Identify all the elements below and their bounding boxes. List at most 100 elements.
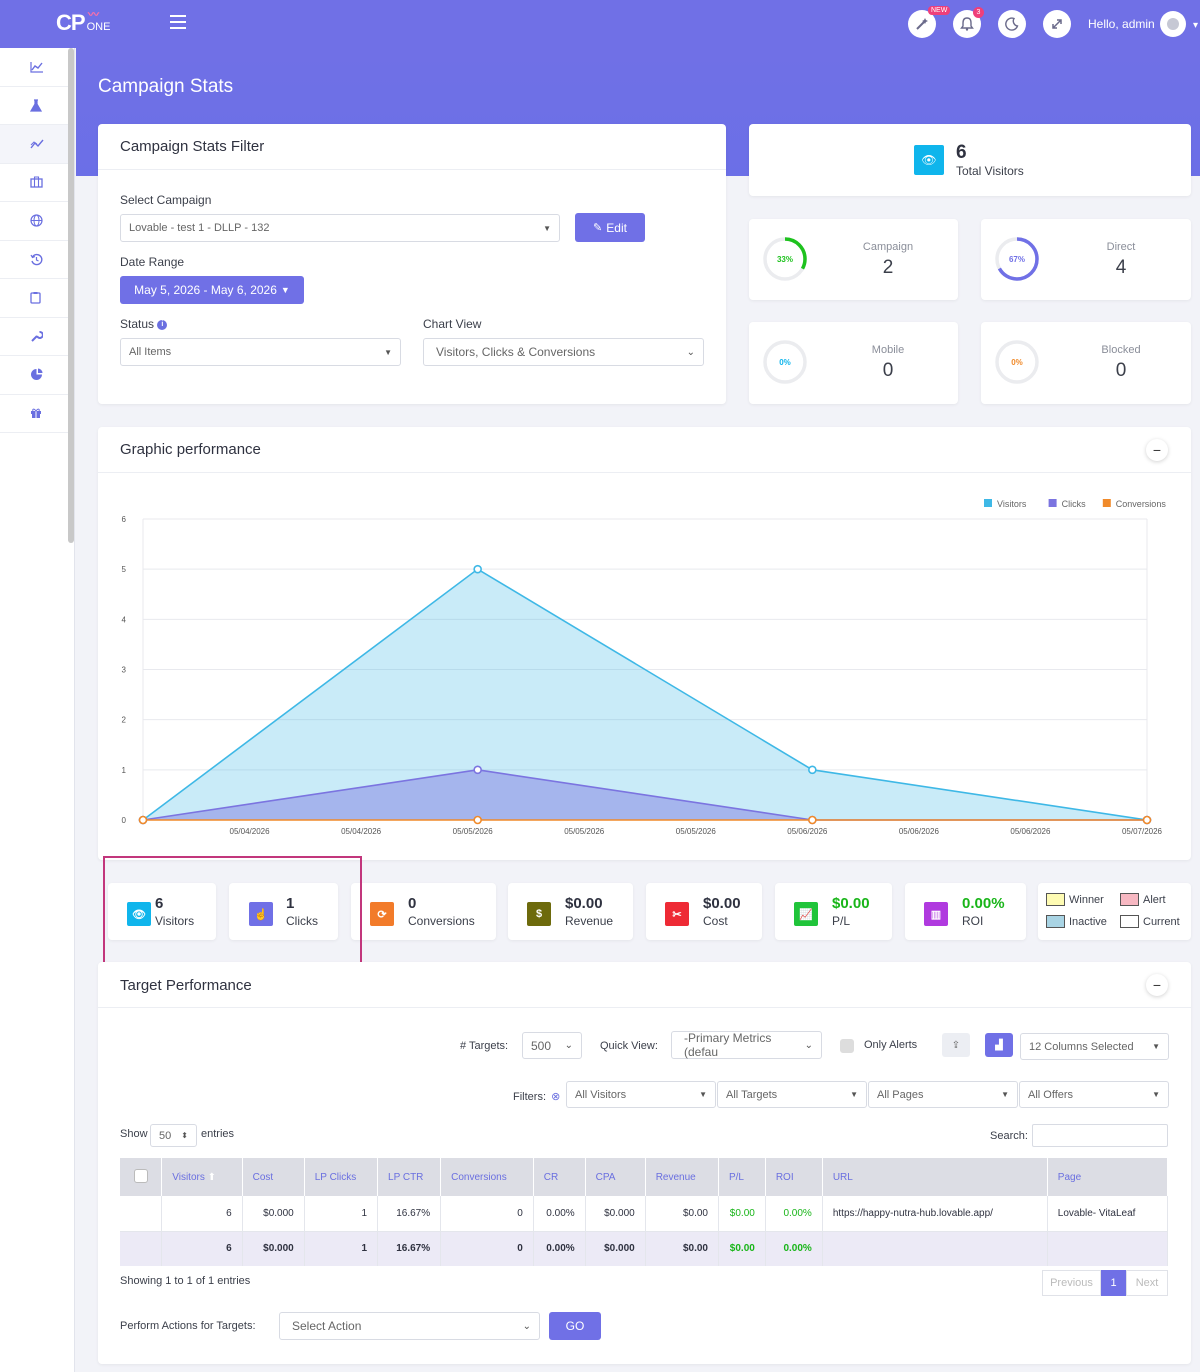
blocked-value: 0 — [1115, 360, 1127, 381]
sidebar-item-domains[interactable] — [0, 202, 74, 241]
user-greeting[interactable]: Hello, admin — [1088, 17, 1155, 31]
column-header-roi[interactable]: ROI — [765, 1158, 823, 1196]
line-chart-icon — [30, 61, 43, 73]
columns-select[interactable]: 12 Columns Selected ▼ — [1020, 1033, 1169, 1060]
select-campaign-label: Select Campaign — [120, 193, 212, 207]
conversions-tile-label: Conversions — [408, 914, 475, 928]
data-point-visitors — [808, 765, 817, 775]
ring-track — [995, 340, 1039, 384]
y-tick-label: 6 — [122, 515, 127, 524]
bell-icon[interactable]: 3 — [953, 7, 984, 38]
info-icon: i — [157, 319, 168, 330]
sidebar-scrollbar[interactable] — [68, 48, 74, 543]
sidebar — [0, 48, 75, 1372]
column-header-lp-clicks[interactable]: LP Clicks — [304, 1158, 379, 1196]
magic-wand-icon[interactable]: NEW — [908, 6, 951, 38]
column-header-cr[interactable]: CR — [533, 1158, 586, 1196]
sidebar-item-offers[interactable] — [0, 164, 74, 202]
edit-campaign-button[interactable]: ✎ Edit — [575, 213, 645, 242]
entries-per-page-select[interactable]: 50 ⬍ — [150, 1124, 197, 1147]
totals-row[interactable]: 6 $0.000 1 16.67% 0 0.00% $0.000 $0.00 $0.00 0.00… — [120, 1231, 1169, 1266]
action-select[interactable]: Select Action ⌄ — [279, 1312, 540, 1340]
direct-value: 4 — [1115, 257, 1127, 278]
sidebar-item-stats[interactable] — [0, 125, 74, 164]
only-alerts-checkbox[interactable] — [840, 1039, 854, 1053]
x-tick-label: 05/06/2026 — [1010, 827, 1051, 836]
column-header-cost[interactable]: Cost — [242, 1158, 305, 1196]
collapse-graph-button[interactable]: − — [1146, 439, 1168, 461]
scissors-icon: ✂ — [665, 902, 689, 926]
bar-chart-icon: ▥ — [924, 902, 948, 926]
targets-count-select[interactable]: 500 ⌄ — [522, 1032, 582, 1059]
revenue-tile-label: Revenue — [565, 914, 614, 928]
y-tick-label: 1 — [122, 766, 127, 775]
column-chart-icon[interactable]: ▟ — [985, 1033, 1013, 1057]
notification-count: 3 — [973, 7, 984, 18]
date-range-button[interactable]: May 5, 2026 - May 6, 2026 ▼ — [120, 276, 304, 304]
table-cell: $0.000 — [585, 1196, 646, 1232]
column-header-lp-ctr[interactable]: LP CTR — [377, 1158, 442, 1196]
column-header-revenue[interactable]: Revenue — [645, 1158, 719, 1196]
visitors-filter-select[interactable]: All Visitors ▼ — [566, 1081, 716, 1108]
clicks-tile-label: Clicks — [286, 914, 318, 928]
clear-filter-icon[interactable]: ⊗ — [551, 1091, 561, 1103]
sidebar-item-rewards[interactable] — [0, 395, 74, 433]
status-select[interactable]: All Items ▼ — [120, 338, 401, 366]
direct-ring — [995, 237, 1039, 281]
column-header-conversions[interactable]: Conversions — [440, 1158, 534, 1196]
moon-icon[interactable] — [998, 10, 1026, 38]
ring-track — [763, 340, 807, 384]
page-1-button[interactable]: 1 — [1101, 1270, 1126, 1296]
menu-toggle-icon[interactable] — [170, 15, 186, 29]
export-icon[interactable]: ⇪ — [942, 1033, 970, 1057]
column-header-url[interactable]: URL — [822, 1158, 1048, 1196]
column-header-cpa[interactable]: CPA — [585, 1158, 646, 1196]
campaign-select-value: Lovable - test 1 - DLLP - 132 — [129, 222, 270, 234]
sidebar-item-analytics[interactable] — [0, 356, 74, 395]
app-logo[interactable]: CP ONE 〰 — [56, 9, 110, 36]
next-page-button[interactable]: Next — [1126, 1270, 1168, 1296]
only-alerts-label: Only Alerts — [864, 1039, 918, 1051]
chevron-down-icon[interactable]: ▾ — [1193, 20, 1199, 31]
offers-filter-select[interactable]: All Offers ▼ — [1019, 1081, 1169, 1108]
quick-view-label: Quick View: — [600, 1040, 658, 1052]
go-button[interactable]: GO — [549, 1312, 601, 1340]
targets-filter-select[interactable]: All Targets ▼ — [717, 1081, 867, 1108]
table-cell: $0.00 — [718, 1196, 766, 1232]
previous-page-button[interactable]: Previous — [1042, 1270, 1101, 1296]
table-cell — [1047, 1231, 1169, 1266]
table-row[interactable]: 6 $0.000 1 16.67% 0 0.00% $0.000 $0.00 $0.00 0.00… — [120, 1196, 1169, 1232]
highlight-box — [103, 856, 362, 966]
column-header-visitors[interactable]: Visitors ⬆ — [161, 1158, 243, 1196]
table-cell: 1 — [304, 1231, 379, 1266]
filter-card-title: Campaign Stats Filter — [120, 138, 265, 155]
sidebar-item-lab[interactable] — [0, 87, 74, 125]
table-cell: 0.00% — [765, 1231, 823, 1266]
chevron-down-icon: ▼ — [850, 1090, 858, 1099]
blocked-stat-card: 0% Blocked 0 — [981, 322, 1191, 404]
campaign-select[interactable]: Lovable - test 1 - DLLP - 132 ▼ — [120, 214, 560, 242]
sidebar-item-dashboard[interactable] — [0, 48, 74, 87]
select-all-checkbox[interactable] — [133, 1168, 148, 1183]
sidebar-item-reports[interactable] — [0, 279, 74, 318]
x-tick-label: 05/07/2026 — [1122, 827, 1163, 836]
column-header-p-l[interactable]: P/L — [718, 1158, 766, 1196]
mobile-ring — [763, 340, 807, 384]
pl-tile-label: P/L — [832, 914, 851, 928]
roi-tile-value: 0.00% — [962, 895, 1005, 912]
pages-filter-select[interactable]: All Pages ▼ — [868, 1081, 1018, 1108]
new-badge: NEW — [928, 6, 951, 15]
total-visitors-label: Total Visitors — [956, 164, 1024, 178]
search-label: Search: — [990, 1130, 1028, 1142]
quick-view-select[interactable]: -Primary Metrics (defau ⌄ — [671, 1031, 822, 1059]
chevron-down-icon: ⌄ — [564, 1040, 573, 1051]
sidebar-item-history[interactable] — [0, 241, 74, 279]
column-header-page[interactable]: Page — [1047, 1158, 1169, 1196]
chart-view-select[interactable]: Visitors, Clicks & Conversions ⌄ — [423, 338, 704, 366]
collapse-targets-button[interactable]: − — [1146, 974, 1168, 996]
user-avatar[interactable] — [1160, 11, 1186, 37]
fullscreen-icon[interactable] — [1043, 10, 1071, 38]
sidebar-item-settings[interactable] — [0, 318, 74, 356]
search-input[interactable] — [1032, 1124, 1168, 1147]
revenue-tile-value: $0.00 — [565, 895, 603, 912]
